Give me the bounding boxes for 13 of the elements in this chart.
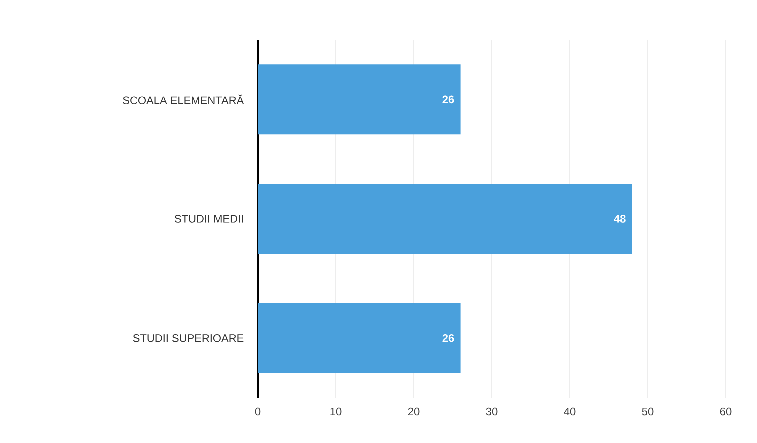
x-tick-label: 0 — [255, 408, 261, 416]
x-tick-label: 50 — [642, 408, 654, 416]
y-tick-label: STUDII SUPERIOARE — [133, 334, 244, 342]
data-label: 48 — [614, 215, 626, 223]
x-tick-label: 30 — [486, 408, 498, 416]
x-tick-label: 60 — [720, 408, 732, 416]
x-tick-label: 40 — [564, 408, 576, 416]
data-label: 26 — [442, 334, 454, 342]
data-label: 26 — [442, 96, 454, 104]
x-tick-label: 20 — [408, 408, 420, 416]
y-tick-label: STUDII MEDII — [174, 215, 244, 223]
x-tick-label: 10 — [330, 408, 342, 416]
y-tick-label: SCOALA ELEMENTARĂ — [123, 94, 244, 105]
